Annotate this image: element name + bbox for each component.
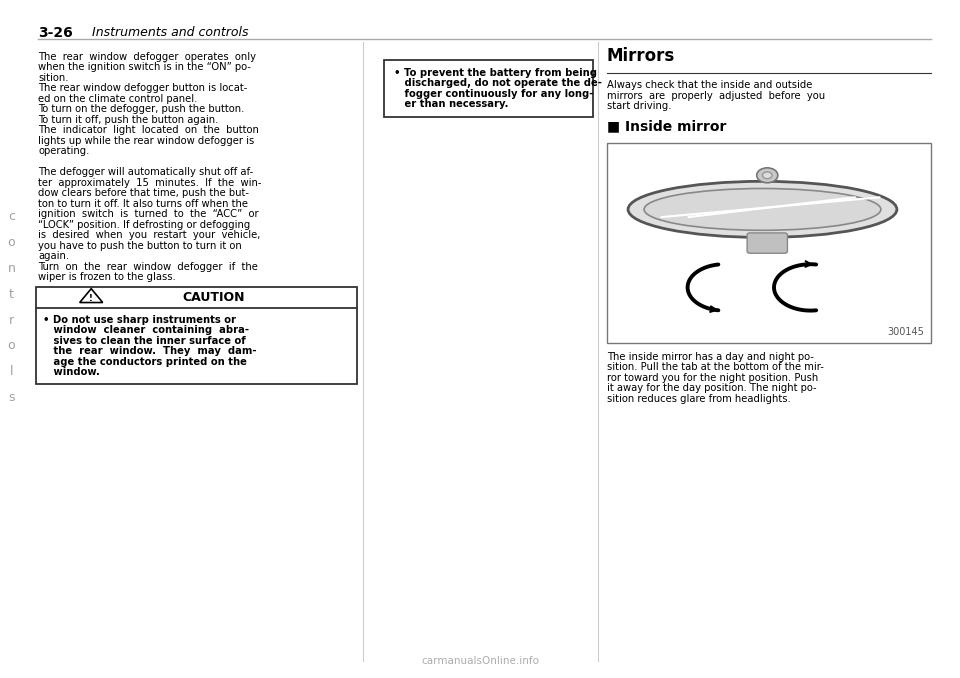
Text: operating.: operating. xyxy=(38,146,90,156)
Text: n: n xyxy=(8,262,15,275)
Text: The rear window defogger button is locat-: The rear window defogger button is locat… xyxy=(38,83,248,93)
Text: when the ignition switch is in the “ON” po-: when the ignition switch is in the “ON” … xyxy=(38,62,252,72)
Text: is  desired  when  you  restart  your  vehicle,: is desired when you restart your vehicle… xyxy=(38,230,261,240)
Text: To turn on the defogger, push the button.: To turn on the defogger, push the button… xyxy=(38,104,245,114)
Text: dow clears before that time, push the but-: dow clears before that time, push the bu… xyxy=(38,188,250,198)
Text: ror toward you for the night position. Push: ror toward you for the night position. P… xyxy=(607,373,818,382)
Text: sives to clean the inner surface of: sives to clean the inner surface of xyxy=(43,336,246,346)
Text: sition. Pull the tab at the bottom of the mir-: sition. Pull the tab at the bottom of th… xyxy=(607,362,824,372)
Text: ter  approximately  15  minutes.  If  the  win-: ter approximately 15 minutes. If the win… xyxy=(38,178,262,188)
Text: ignition  switch  is  turned  to  the  “ACC”  or: ignition switch is turned to the “ACC” o… xyxy=(38,209,259,219)
Text: er than necessary.: er than necessary. xyxy=(394,99,508,109)
Text: The  indicator  light  located  on  the  button: The indicator light located on the butto… xyxy=(38,125,259,135)
Ellipse shape xyxy=(628,181,897,237)
Text: l: l xyxy=(10,365,13,378)
Text: !: ! xyxy=(89,294,93,303)
Text: s: s xyxy=(9,391,14,404)
Text: CAUTION: CAUTION xyxy=(182,291,245,304)
Text: To turn it off, push the button again.: To turn it off, push the button again. xyxy=(38,115,219,125)
Text: start driving.: start driving. xyxy=(607,101,671,111)
Text: c: c xyxy=(8,210,15,224)
Text: window.: window. xyxy=(43,367,100,377)
Text: ton to turn it off. It also turns off when the: ton to turn it off. It also turns off wh… xyxy=(38,199,249,209)
Text: • To prevent the battery from being: • To prevent the battery from being xyxy=(394,68,596,78)
Text: r: r xyxy=(9,313,14,327)
Text: • Do not use sharp instruments or: • Do not use sharp instruments or xyxy=(43,315,236,325)
FancyBboxPatch shape xyxy=(747,233,787,254)
Text: window  cleaner  containing  abra-: window cleaner containing abra- xyxy=(43,325,250,335)
Ellipse shape xyxy=(756,168,778,183)
Text: The defogger will automatically shut off af-: The defogger will automatically shut off… xyxy=(38,167,253,177)
Text: o: o xyxy=(8,236,15,250)
Text: sition reduces glare from headlights.: sition reduces glare from headlights. xyxy=(607,393,790,403)
Polygon shape xyxy=(80,289,103,302)
Text: you have to push the button to turn it on: you have to push the button to turn it o… xyxy=(38,241,242,251)
Text: the  rear  window.  They  may  dam-: the rear window. They may dam- xyxy=(43,346,256,356)
Text: fogger continuously for any long-: fogger continuously for any long- xyxy=(394,89,593,99)
Text: o: o xyxy=(8,339,15,353)
Text: Mirrors: Mirrors xyxy=(607,47,675,66)
FancyBboxPatch shape xyxy=(607,143,931,343)
Text: it away for the day position. The night po-: it away for the day position. The night … xyxy=(607,383,816,393)
FancyBboxPatch shape xyxy=(36,287,357,384)
Text: again.: again. xyxy=(38,251,69,261)
Text: ed on the climate control panel.: ed on the climate control panel. xyxy=(38,94,198,104)
Ellipse shape xyxy=(762,172,772,179)
Text: 3-26: 3-26 xyxy=(38,26,73,40)
Text: discharged, do not operate the de-: discharged, do not operate the de- xyxy=(394,78,602,88)
Text: carmanualsOnline.info: carmanualsOnline.info xyxy=(421,656,539,666)
Text: mirrors  are  properly  adjusted  before  you: mirrors are properly adjusted before you xyxy=(607,90,825,100)
Text: Turn  on  the  rear  window  defogger  if  the: Turn on the rear window defogger if the xyxy=(38,262,258,272)
Text: sition.: sition. xyxy=(38,73,69,83)
Text: wiper is frozen to the glass.: wiper is frozen to the glass. xyxy=(38,272,176,282)
FancyBboxPatch shape xyxy=(384,60,593,117)
Text: Instruments and controls: Instruments and controls xyxy=(92,26,249,39)
Text: age the conductors printed on the: age the conductors printed on the xyxy=(43,357,247,367)
Text: The inside mirror has a day and night po-: The inside mirror has a day and night po… xyxy=(607,351,813,361)
Text: The  rear  window  defogger  operates  only: The rear window defogger operates only xyxy=(38,52,256,62)
Ellipse shape xyxy=(644,188,881,231)
Text: 300145: 300145 xyxy=(888,327,924,336)
Text: ■ Inside mirror: ■ Inside mirror xyxy=(607,119,726,134)
Text: t: t xyxy=(9,287,14,301)
Text: lights up while the rear window defogger is: lights up while the rear window defogger… xyxy=(38,136,254,146)
Text: Always check that the inside and outside: Always check that the inside and outside xyxy=(607,80,812,90)
Text: “LOCK” position. If defrosting or defogging: “LOCK” position. If defrosting or defogg… xyxy=(38,220,251,230)
